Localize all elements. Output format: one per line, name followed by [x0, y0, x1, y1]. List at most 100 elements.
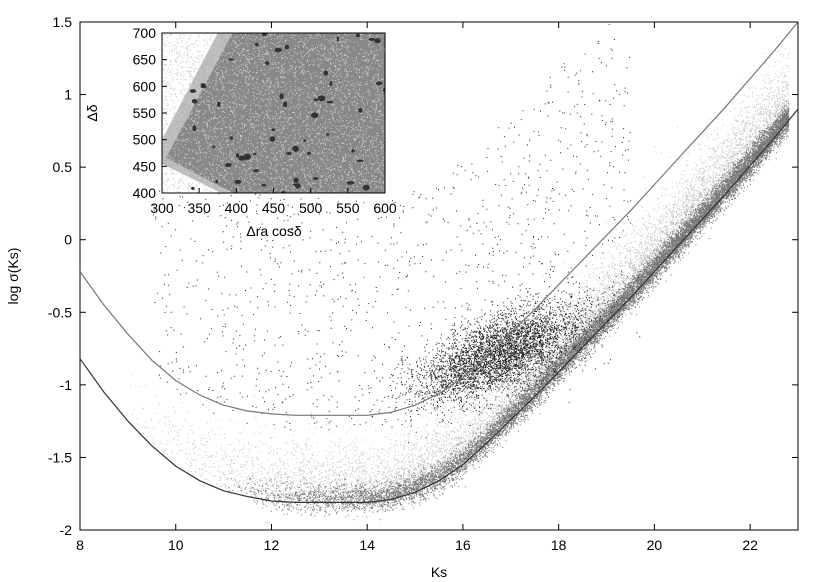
main-x-ticks: 8 10 12 14 16 18 20 22: [76, 22, 758, 553]
main-point-clouds: [130, 23, 790, 524]
inset-x-tick-label: 300: [150, 200, 174, 216]
inset-dark-source: [215, 179, 219, 184]
main-x-axis-label: Ks: [431, 564, 447, 580]
y-tick-label: -0.5: [48, 304, 72, 320]
inset-x-tick-label: 450: [262, 200, 286, 216]
inset-dark-source: [200, 83, 206, 87]
main-chart: 8 10 12 14 16 18 20 22 -2-1.5-1-0.500.511.5 Ks …: [5, 14, 799, 580]
inset-y-ticks: 400 450 500 550 600 650 700: [133, 25, 167, 201]
inset-dark-source: [224, 162, 232, 168]
inset-dark-source: [292, 145, 300, 152]
inset-dark-source: [234, 179, 242, 184]
inset-y-tick-label: 500: [133, 132, 157, 148]
inset-dark-source: [336, 36, 340, 42]
inset-dark-source: [286, 151, 292, 155]
inset-dark-source: [326, 100, 334, 104]
inset-x-tick-label: 550: [336, 200, 360, 216]
y-tick-label: -1: [60, 377, 73, 393]
inset-dark-source: [254, 42, 259, 47]
x-tick-label: 20: [647, 537, 663, 553]
inset-dark-source: [375, 81, 383, 86]
main-y-axis-label: log σ(Ks): [5, 248, 21, 305]
inset-dark-source: [374, 38, 381, 44]
main-y-ticks: -2 -1.5 -1 -0.5 0 0.5 1 1.5: [48, 14, 798, 538]
inset-light-wedge-top: [162, 33, 233, 159]
inset-y-tick-label: 550: [133, 105, 157, 121]
inset-dark-source: [362, 184, 370, 191]
inset-x-axis-label: Δra cosδ: [246, 223, 301, 239]
inset-dark-source: [283, 101, 288, 108]
x-tick-label: 8: [76, 537, 84, 553]
x-tick-label: 18: [551, 537, 567, 553]
main-fit-curves: [79, 21, 799, 503]
inset-y-tick-label: 650: [133, 52, 157, 68]
inset-y-tick-label: 450: [133, 158, 157, 174]
inset-x-ticks: 300 350 400 450 500 550 600: [150, 188, 397, 216]
inset-dark-source: [307, 151, 311, 155]
inset-x-tick-label: 350: [187, 200, 211, 216]
inset-x-tick-label: 500: [299, 200, 323, 216]
inset-chart: 300 350 400 450 500 550 600 400 450 500 550 600 650…: [84, 25, 397, 239]
inset-y-tick-label: 400: [133, 185, 157, 201]
inset-dark-source: [265, 61, 270, 65]
inset-dark-source: [191, 99, 198, 104]
inset-dark-source: [323, 70, 329, 76]
inset-dark-source: [346, 181, 355, 185]
inset-dark-source: [261, 184, 267, 187]
inset-dark-source: [358, 107, 363, 113]
inset-light-wedge-bottom: [162, 155, 233, 193]
x-tick-label: 14: [359, 537, 375, 553]
inset-dark-source: [192, 125, 197, 132]
inset-dark-source: [356, 159, 364, 162]
inset-dark-source: [274, 47, 282, 53]
inset-dark-source: [229, 136, 234, 140]
inset-dark-source: [317, 95, 326, 102]
y-tick-label: 1: [64, 87, 72, 103]
y-tick-label: -1.5: [48, 449, 72, 465]
inset-dark-source: [271, 128, 276, 132]
inset-dark-source: [329, 81, 333, 86]
inset-dark-source: [216, 101, 221, 107]
inset-y-tick-label: 700: [133, 25, 157, 41]
inset-dark-source: [356, 33, 360, 38]
inset-dark-source: [253, 152, 257, 156]
inset-y-tick-label: 600: [133, 78, 157, 94]
inset-dark-source: [228, 58, 234, 61]
x-tick-label: 16: [455, 537, 471, 553]
x-tick-label: 22: [742, 537, 758, 553]
inset-dark-source: [191, 186, 195, 190]
inset-dark-source: [279, 93, 284, 100]
inset-dark-source: [261, 33, 268, 37]
inset-x-tick-label: 600: [373, 200, 397, 216]
inset-dark-source: [253, 169, 260, 173]
scatter-points-dark: [152, 23, 662, 444]
inset-dark-source: [293, 177, 299, 183]
inset-dark-source: [284, 44, 290, 50]
y-tick-label: 0.5: [53, 159, 73, 175]
inset-dark-source: [351, 149, 355, 153]
inset-dark-source: [269, 136, 276, 142]
inset-dark-source: [312, 177, 319, 180]
inset-dark-source: [313, 98, 319, 102]
inset-dark-source: [294, 183, 301, 189]
upper-fit-curve: [79, 21, 799, 416]
inset-star-field: [162, 33, 385, 193]
inset-dark-source: [212, 145, 216, 148]
x-tick-label: 10: [168, 537, 184, 553]
x-tick-label: 12: [264, 537, 280, 553]
y-tick-label: 1.5: [53, 14, 73, 30]
lower-fit-curve: [79, 108, 799, 503]
inset-x-tick-label: 400: [225, 200, 249, 216]
inset-dark-source: [368, 37, 376, 41]
y-tick-label: -2: [60, 522, 73, 538]
inset-dark-source: [311, 112, 319, 119]
inset-dark-source: [235, 153, 240, 158]
inset-dark-source: [238, 155, 246, 161]
inset-y-axis-label: Δδ: [84, 104, 100, 121]
inset-dark-source: [326, 133, 330, 136]
inset-field-stars: [162, 33, 385, 193]
y-tick-label: 0: [64, 232, 72, 248]
inset-dark-source: [303, 139, 307, 142]
inset-dark-source: [189, 89, 197, 93]
